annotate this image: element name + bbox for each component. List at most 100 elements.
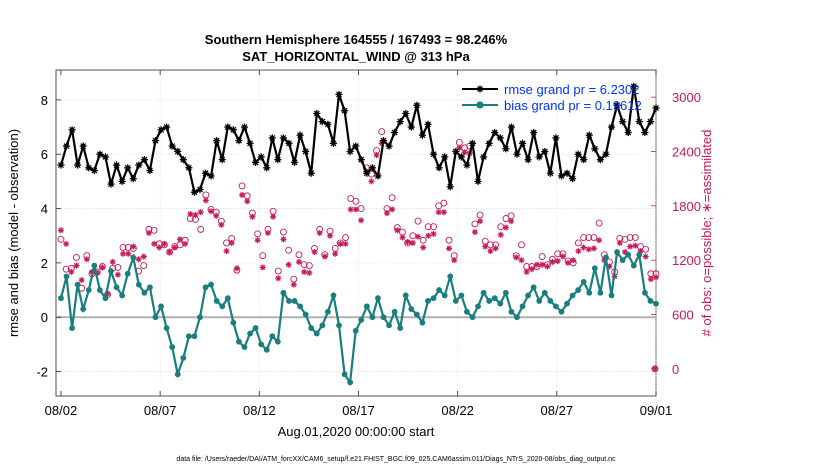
obs-assimilated-point	[176, 236, 183, 243]
rmse-point-star	[385, 142, 393, 150]
rmse-point-star	[74, 161, 82, 169]
rmse-point-star	[79, 142, 87, 150]
obs-possible-point	[300, 261, 308, 269]
obs-assimilated-point	[477, 218, 484, 225]
obs-assimilated-point	[99, 264, 106, 271]
bias-point	[102, 295, 109, 302]
obs-possible-point	[626, 234, 634, 241]
rmse-point-star	[268, 134, 276, 142]
obs-assimilated-point	[275, 275, 282, 282]
obs-possible-point	[352, 197, 360, 205]
bias-point	[419, 319, 426, 326]
bias-point	[425, 298, 431, 304]
obs-assimilated-point	[161, 240, 168, 247]
bias-point	[380, 314, 387, 321]
obs-assimilated-point	[430, 230, 437, 237]
obs-assimilated-point	[83, 256, 90, 263]
series-rmse	[57, 82, 660, 196]
obs-assimilated-point	[446, 245, 453, 252]
rmse-point-star	[418, 131, 427, 139]
obs-assimilated-point	[202, 197, 209, 204]
obs-assimilated-point	[233, 265, 240, 272]
bias-point	[575, 287, 582, 293]
obs-assimilated-point	[533, 261, 540, 268]
obs-assimilated-point	[290, 281, 297, 288]
y-left-tick-label: 4	[41, 202, 48, 217]
bias-point	[169, 344, 176, 350]
bias-point	[647, 298, 654, 304]
bias-point	[274, 338, 281, 345]
obs-assimilated-point	[404, 239, 411, 246]
obs-assimilated-point	[358, 217, 365, 224]
obs-possible-point	[538, 253, 546, 260]
obs-assimilated-point	[596, 237, 603, 244]
rmse-point-star	[541, 147, 549, 156]
bias-point	[391, 308, 398, 315]
obs-assimilated-point	[140, 253, 147, 260]
y-left-tick-label: 2	[41, 256, 48, 271]
obs-assimilated-point	[213, 212, 220, 219]
bias-point	[603, 254, 609, 261]
obs-assimilated-point	[409, 239, 416, 246]
obs-assimilated-point	[192, 211, 199, 218]
obs-assimilated-point	[616, 239, 623, 246]
rmse-point-star	[613, 101, 621, 109]
bias-point	[491, 295, 498, 302]
obs-assimilated-point	[78, 277, 85, 284]
rmse-point-star	[574, 150, 582, 158]
obs-possible-point	[476, 211, 484, 219]
obs-assimilated-point	[63, 240, 70, 247]
bias-point	[552, 303, 559, 310]
obs-assimilated-point	[653, 274, 659, 281]
rmse-point-star	[357, 156, 365, 164]
obs-assimilated-point	[311, 249, 318, 256]
obs-possible-point	[440, 199, 448, 207]
obs-possible-point	[424, 223, 432, 231]
bias-point	[508, 308, 515, 315]
bias-point	[558, 308, 565, 315]
rmse-point-star	[118, 177, 126, 185]
bias-point	[302, 311, 309, 318]
bias-point	[530, 284, 537, 291]
bias-point	[163, 325, 170, 331]
rmse-point-star	[468, 139, 477, 147]
rmse-point-star	[585, 131, 593, 139]
legend-rmse-marker	[476, 85, 484, 93]
rmse-point-star	[391, 128, 399, 137]
obs-assimilated-point	[632, 242, 639, 249]
bias-point	[297, 303, 303, 310]
rmse-point-star	[557, 172, 566, 180]
obs-assimilated-point	[228, 239, 235, 246]
obs-assimilated-point	[259, 264, 266, 271]
rmse-point-star	[596, 156, 604, 164]
bias-point	[591, 265, 598, 272]
obs-assimilated-point	[389, 206, 396, 213]
obs-assimilated-point	[368, 178, 375, 185]
rmse-point-star	[491, 128, 499, 137]
rmse-point-star	[502, 145, 510, 153]
legend: rmse grand pr = 6.2302 bias grand pr = 0…	[462, 82, 642, 113]
obs-assimilated-point	[135, 256, 142, 263]
obs-possible-point	[574, 239, 582, 247]
y-right-tick-label: 1800	[672, 199, 701, 214]
obs-possible-point	[197, 225, 205, 233]
obs-possible-point	[430, 223, 437, 231]
obs-assimilated-point	[285, 261, 292, 268]
rmse-point-star	[190, 188, 199, 196]
rmse-point-star	[85, 164, 93, 172]
rmse-point-star	[530, 128, 538, 137]
obs-assimilated-point	[471, 229, 478, 236]
rmse-point-star	[352, 142, 360, 150]
obs-possible-point	[305, 262, 313, 270]
obs-assimilated-point	[528, 266, 535, 273]
rmse-point-star	[641, 128, 649, 137]
rmse-point-star	[507, 123, 516, 131]
obs-possible-point	[554, 250, 562, 258]
rmse-point-star	[435, 164, 443, 172]
x-axis-label: Aug.01,2020 00:00:00 start	[278, 424, 435, 439]
obs-assimilated-point	[244, 198, 251, 205]
obs-possible-point	[347, 195, 355, 203]
obs-assimilated-point	[461, 149, 468, 156]
obs-possible-point	[119, 244, 127, 251]
